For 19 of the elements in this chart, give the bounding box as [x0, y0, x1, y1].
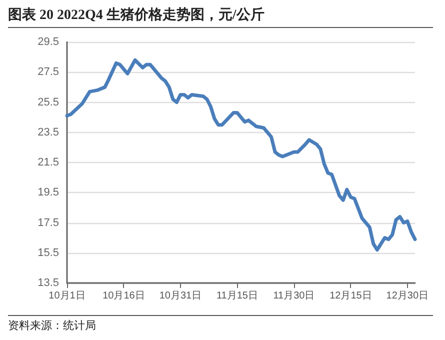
x-tick-label: 12月30日 — [386, 290, 429, 302]
y-tick-label: 27.5 — [38, 66, 59, 78]
y-tick-label: 13.5 — [38, 277, 59, 289]
text: 资料来源：统计局 — [8, 315, 433, 333]
x-tick-label: 11月15日 — [216, 290, 258, 302]
y-tick-label: 15.5 — [38, 246, 59, 259]
line-series — [65, 58, 417, 252]
y-tick-label: 23.5 — [38, 126, 59, 138]
x-tick-label: 11月30日 — [273, 290, 315, 302]
chart-title: 图表 20 2022Q4 生猪价格走势图，元/公斤 — [8, 6, 433, 28]
x-tick-label: 10月31日 — [159, 290, 202, 302]
x-tick-label: 10月1日 — [48, 290, 86, 302]
x-tick-label: 12月15日 — [330, 290, 372, 302]
x-tick-label: 10月16日 — [102, 290, 145, 302]
y-tick-label: 19.5 — [38, 186, 59, 199]
y-tick-label: 29.5 — [38, 36, 59, 48]
y-tick-label: 17.5 — [38, 216, 59, 229]
y-tick-label: 21.5 — [38, 156, 59, 168]
y-tick-label: 25.5 — [38, 96, 59, 108]
